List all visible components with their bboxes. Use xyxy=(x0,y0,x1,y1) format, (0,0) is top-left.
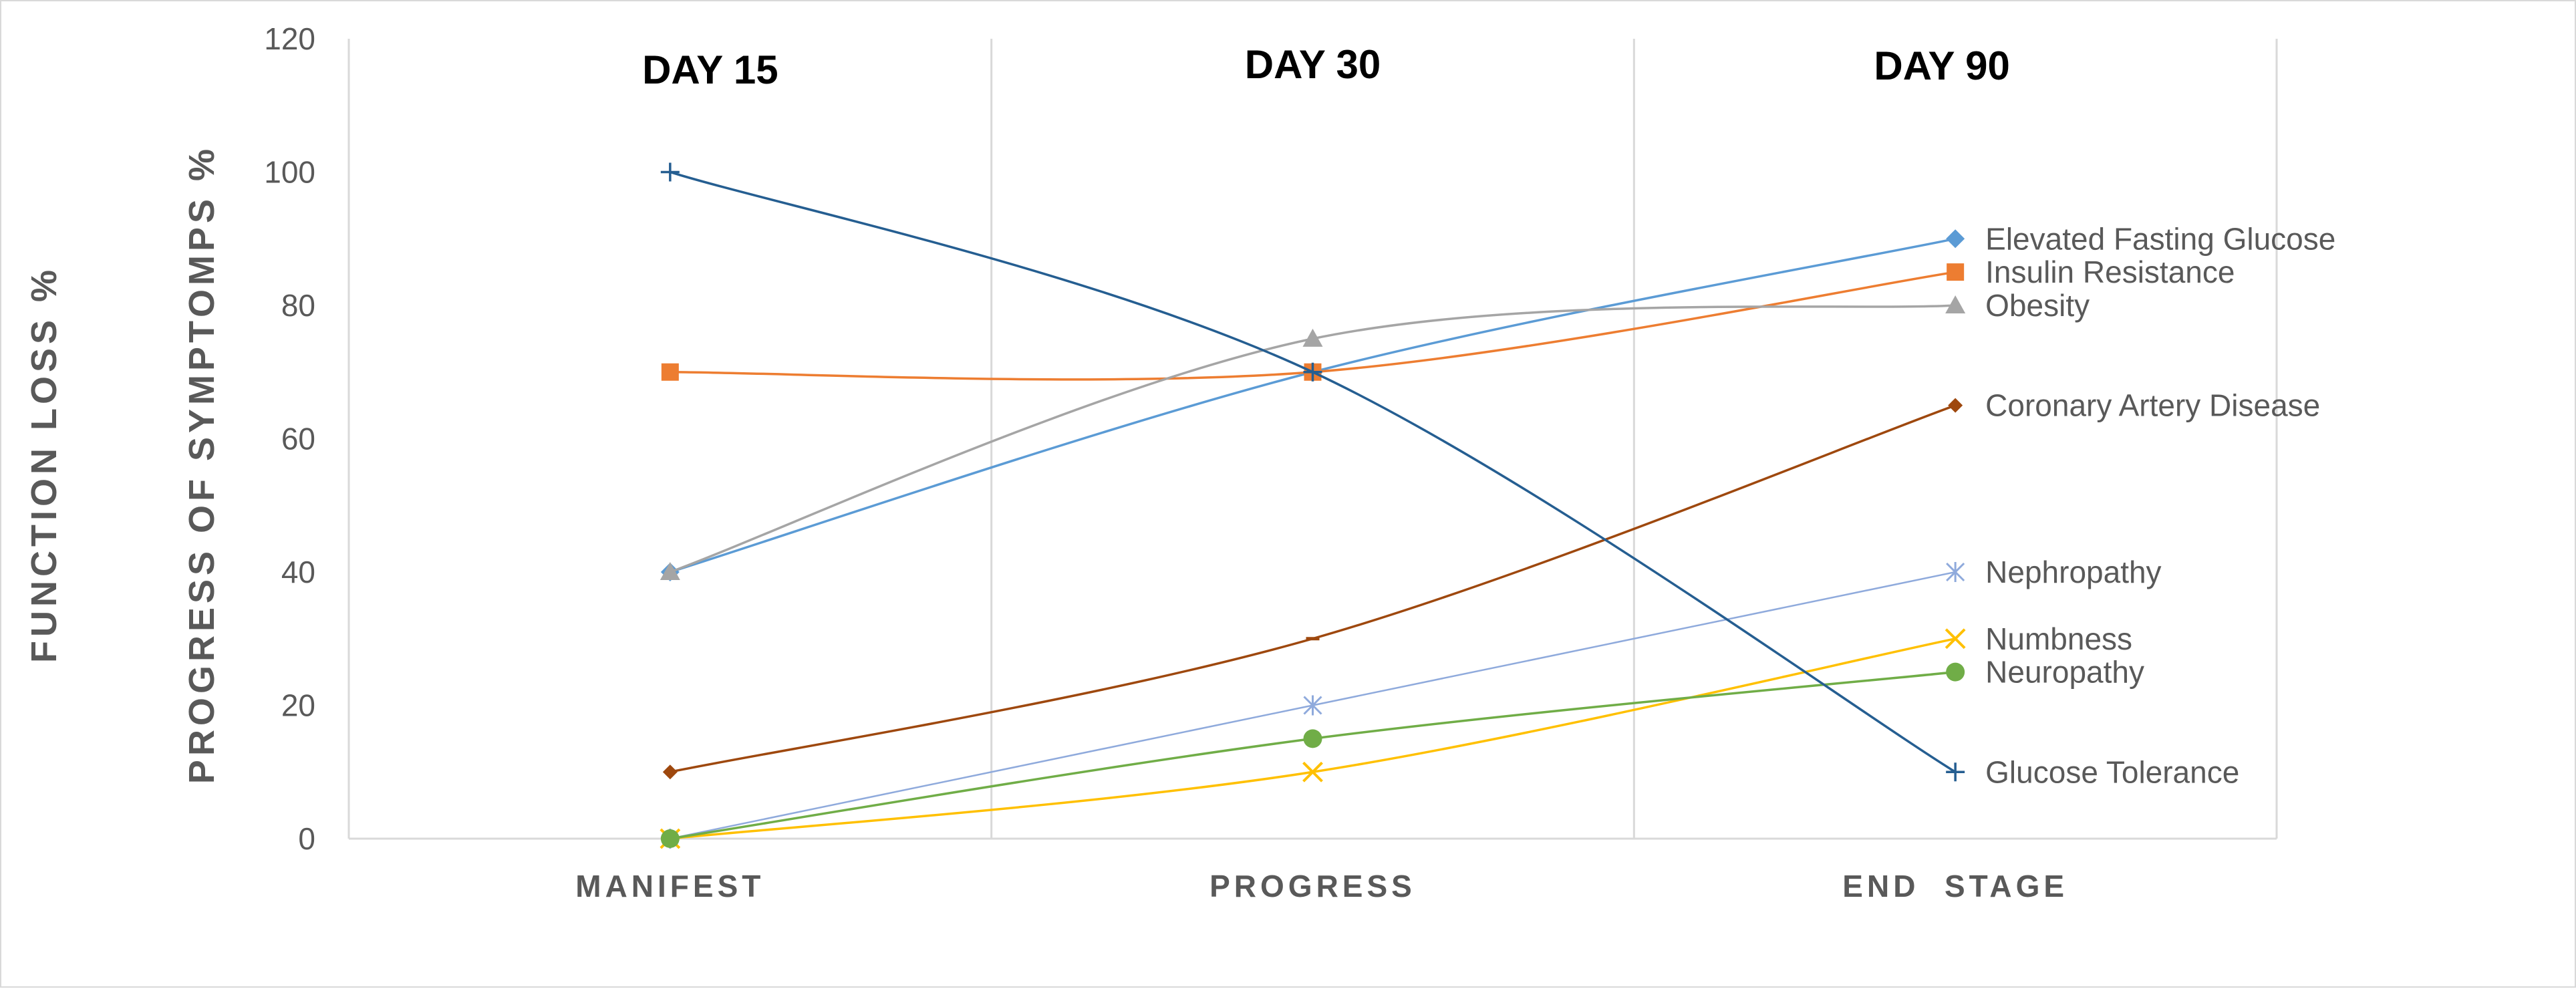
data-point xyxy=(1946,662,1965,682)
y-tick-label: 40 xyxy=(281,555,315,589)
phase-label: DAY 15 xyxy=(642,47,778,92)
y-axis-label-outer: FUNCTION LOSS % xyxy=(24,266,64,663)
y-axis-ticks: 0 20 40 60 80 100 120 xyxy=(264,21,315,856)
y-tick-label: 120 xyxy=(264,21,315,56)
series-coronary-artery-disease xyxy=(662,398,1963,780)
y-tick-label: 60 xyxy=(281,422,315,456)
x-tick-label: PROGRESS xyxy=(1209,869,1416,903)
series-line xyxy=(670,237,1956,573)
x-tick-label: MANIFEST xyxy=(575,869,764,903)
phase-labels: DAY 15 DAY 30 DAY 90 xyxy=(642,42,2010,92)
data-point xyxy=(660,829,680,848)
series-label: Insulin Resistance xyxy=(1985,255,2235,289)
data-point xyxy=(661,363,679,381)
data-point xyxy=(1946,229,1965,249)
data-point xyxy=(1303,362,1322,382)
series-label: Elevated Fasting Glucose xyxy=(1985,221,2335,256)
gridlines xyxy=(347,39,2278,840)
x-axis-ticks: MANIFEST PROGRESS END STAGE xyxy=(575,869,2068,903)
series-obesity xyxy=(660,295,1966,580)
y-tick-label: 100 xyxy=(264,155,315,190)
phase-label: DAY 90 xyxy=(1874,43,2010,88)
phase-label: DAY 30 xyxy=(1245,42,1381,87)
data-point xyxy=(660,162,680,182)
data-point xyxy=(1302,761,1323,783)
series-glucose-tolerance xyxy=(660,162,1965,782)
series-label: Numbness xyxy=(1985,621,2132,656)
data-point xyxy=(1302,328,1323,347)
series-label: Nephropathy xyxy=(1985,555,2161,589)
data-point xyxy=(1945,628,1966,650)
data-point xyxy=(1946,762,1965,782)
series-lines xyxy=(660,162,1966,849)
data-point xyxy=(1948,398,1963,413)
series-nephropathy xyxy=(660,562,1965,849)
data-point xyxy=(1946,562,1965,582)
data-point xyxy=(1303,695,1322,716)
x-tick-label: END STAGE xyxy=(1842,869,2068,903)
series-label: Glucose Tolerance xyxy=(1985,754,2239,789)
data-point xyxy=(1945,295,1966,313)
y-axis-label-inner: PROGRESS OF SYMPTOMPS % xyxy=(182,145,222,784)
y-tick-label: 80 xyxy=(281,288,315,323)
series-label: Coronary Artery Disease xyxy=(1985,388,2320,423)
y-tick-label: 0 xyxy=(298,821,315,856)
data-point xyxy=(662,764,678,780)
y-tick-label: 20 xyxy=(281,688,315,723)
data-point xyxy=(660,562,680,580)
series-label: Obesity xyxy=(1985,288,2090,323)
series-neuropathy xyxy=(660,662,1965,848)
series-elevated-fasting-glucose xyxy=(660,229,1965,581)
series-label: Neuropathy xyxy=(1985,655,2144,690)
series-line xyxy=(670,404,1956,773)
data-point xyxy=(1947,263,1965,281)
data-point xyxy=(1303,729,1322,748)
